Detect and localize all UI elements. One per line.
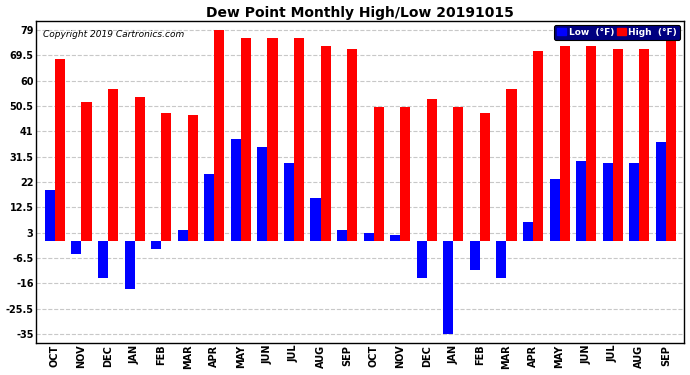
Bar [321,46,331,241]
Bar [613,49,623,241]
Bar [453,107,464,241]
Bar [284,164,294,241]
Title: Dew Point Monthly High/Low 20191015: Dew Point Monthly High/Low 20191015 [206,6,514,20]
Bar [241,38,251,241]
Bar [55,59,65,241]
Bar [400,107,411,241]
Bar [533,51,543,241]
Bar [560,46,570,241]
Bar [586,46,596,241]
Bar [656,142,666,241]
Legend: Low  (°F), High  (°F): Low (°F), High (°F) [554,25,680,40]
Bar [177,230,188,241]
Bar [443,241,453,334]
Bar [71,241,81,254]
Bar [204,174,215,241]
Bar [427,99,437,241]
Bar [602,164,613,241]
Bar [215,30,224,241]
Bar [135,97,145,241]
Bar [230,140,241,241]
Bar [390,236,400,241]
Bar [188,116,198,241]
Bar [294,38,304,241]
Bar [374,107,384,241]
Bar [640,49,649,241]
Bar [666,30,676,241]
Bar [364,233,374,241]
Bar [496,241,506,278]
Bar [81,102,92,241]
Bar [480,113,490,241]
Bar [417,241,427,278]
Bar [161,113,171,241]
Bar [523,222,533,241]
Bar [151,241,161,249]
Bar [45,190,55,241]
Text: Copyright 2019 Cartronics.com: Copyright 2019 Cartronics.com [43,30,184,39]
Bar [108,89,118,241]
Bar [629,164,640,241]
Bar [257,147,268,241]
Bar [337,230,347,241]
Bar [470,241,480,270]
Bar [98,241,108,278]
Bar [268,38,277,241]
Bar [576,161,586,241]
Bar [549,179,560,241]
Bar [124,241,135,289]
Bar [347,49,357,241]
Bar [506,89,517,241]
Bar [310,198,321,241]
